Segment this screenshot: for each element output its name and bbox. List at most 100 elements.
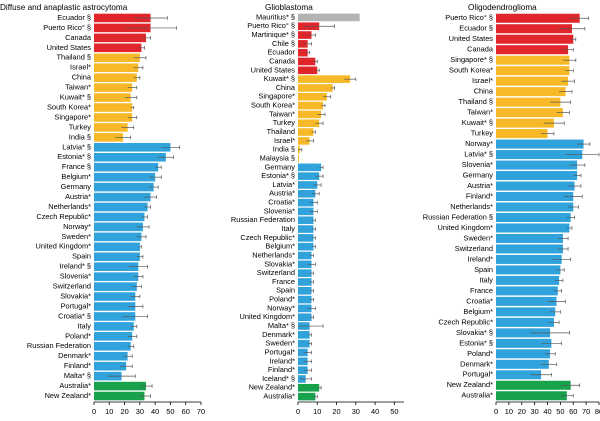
category-label: Portugal* [265,347,296,356]
x-tick-label: 10 [105,407,113,416]
bar [298,189,316,198]
category-label: Denmark* [58,351,91,360]
bar [496,118,554,128]
category-label: Estonia* § [261,171,295,180]
category-label: Singapore* [54,112,91,121]
bar [496,45,569,55]
category-label: Singapore* [258,92,295,101]
category-label: Finland* [64,361,91,370]
category-label: Singapore* § [450,55,493,64]
category-label: Israel* [274,136,295,145]
category-label: Netherlands* [252,250,295,259]
x-tick-label: 60 [182,407,190,416]
bar [94,292,136,301]
bar [94,391,145,401]
bar [496,349,551,359]
bar [94,143,171,152]
category-label: Finland* [268,365,295,374]
bar [94,332,133,341]
category-label: United Kingdom* [438,223,494,232]
bar [94,202,148,212]
bar [94,13,151,23]
bar [298,40,308,48]
bar [298,366,308,374]
x-tick-label: 30 [352,407,360,416]
bar [496,244,563,254]
category-label: Norway* [267,303,295,312]
x-tick-label: 30 [136,407,144,416]
bar [496,391,567,401]
category-label: Latvia* [272,180,295,189]
bar [496,233,563,243]
bar [298,392,316,401]
x-tick-label: 20 [332,407,340,416]
bar [298,198,314,207]
category-label: Slovenia* [60,272,91,281]
category-label: United States [47,43,92,52]
bar [94,361,127,371]
bar [94,152,166,162]
category-label: Estonia* § [459,338,493,347]
category-label: China [276,83,296,92]
bar [298,286,312,295]
bar [94,33,146,43]
bar [298,84,333,92]
bar [94,182,154,192]
bar [496,265,561,275]
category-label: Israel* [472,76,493,85]
category-label: France [470,286,493,295]
bar [496,307,556,317]
bar [298,154,299,163]
category-label: Latvia* § [464,150,493,159]
bar [94,342,131,351]
bar [94,162,159,172]
category-label: Turkey [69,122,92,131]
chart-title: Diffuse and anaplastic astrocytoma [0,3,128,12]
x-tick-label: 40 [543,407,551,416]
bar [496,328,551,338]
x-tick-label: 40 [151,407,159,416]
bar [496,34,574,44]
x-tick-label: 0 [296,407,300,416]
bar [496,55,570,65]
category-label: Taiwan* [65,83,91,92]
category-label: Russian Federation [27,341,91,350]
category-label: Sweden* [463,233,493,242]
category-label: Italy [77,321,91,330]
category-label: Malta* § [268,321,295,330]
bar [94,312,136,321]
category-label: Mauritius* § [256,12,295,21]
category-label: Russian Federation [231,215,295,224]
bar [496,24,572,34]
category-label: Canada [467,45,494,54]
category-label: Australia* [263,392,295,401]
bar [94,302,136,311]
bar [94,172,156,182]
bar [496,223,570,233]
bar [496,129,548,139]
chart-title: Oligodendroglioma [468,3,537,12]
bar [298,101,324,110]
category-label: Ecuador § [57,13,91,22]
category-label: Ireland* § [59,262,91,271]
bar [298,13,360,22]
category-label: Australia* [461,391,493,400]
category-label: Slovakia* [60,291,91,300]
bar [298,216,314,225]
category-label: Spain [72,252,91,261]
bar [94,123,128,132]
category-label: Slovakia* § [456,328,493,337]
bar [298,331,310,339]
category-label: New Zealand* [249,383,296,392]
bar [496,370,542,380]
category-label: Germany [265,162,296,171]
category-label: Portugal* [463,370,494,379]
bar [94,192,151,202]
bar [496,181,575,191]
category-label: Thailand § [56,53,91,62]
bar [496,108,563,118]
category-label: Italy [479,275,493,284]
category-label: Slovenia* [264,206,295,215]
